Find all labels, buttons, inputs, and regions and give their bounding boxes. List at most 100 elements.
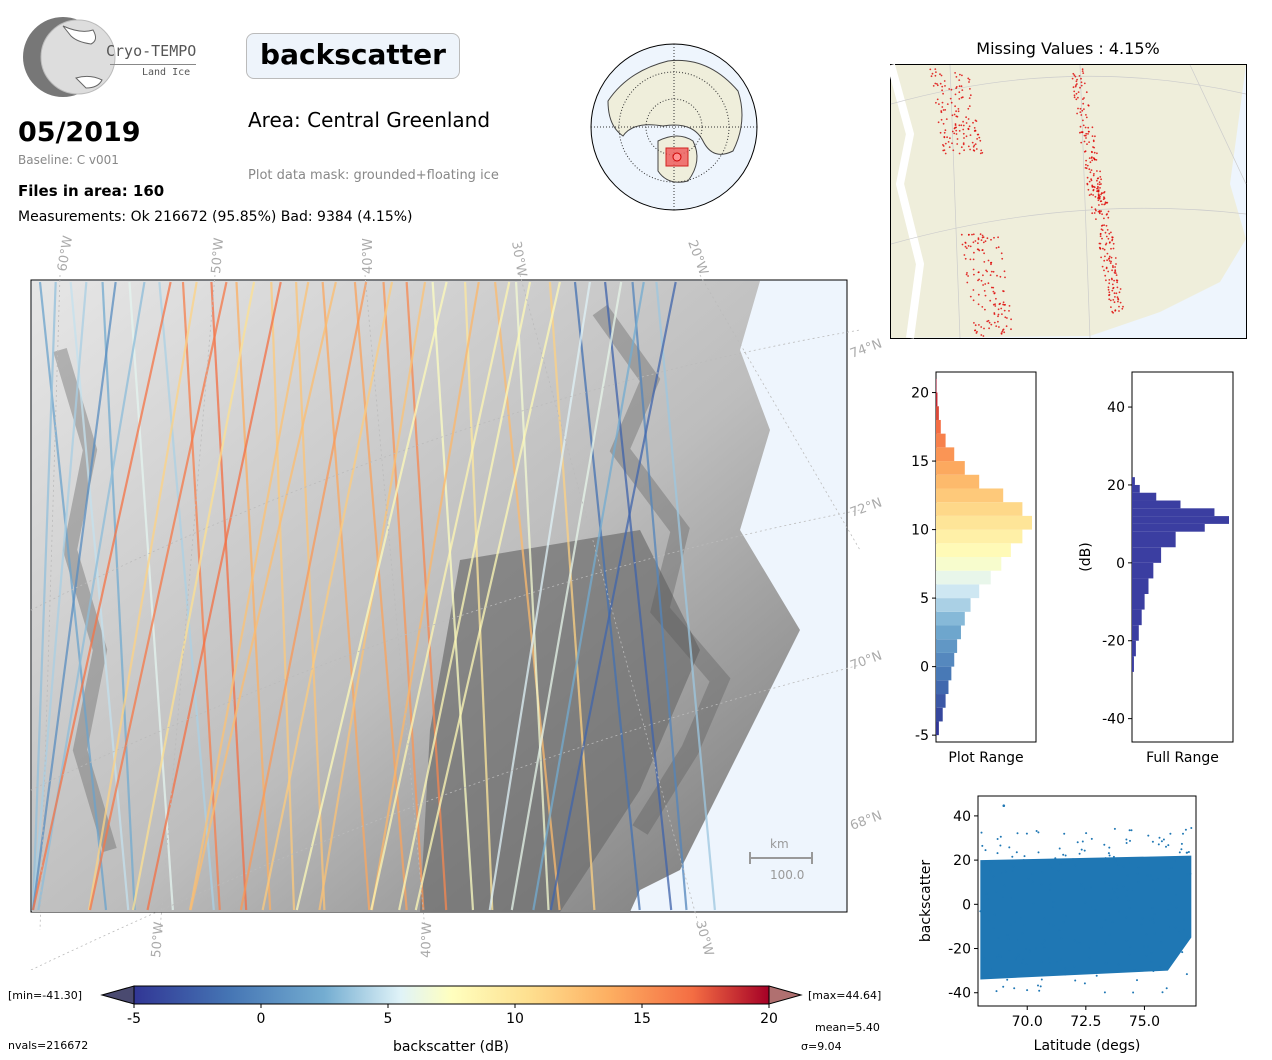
missing-point bbox=[995, 325, 998, 327]
y-tick-label: 0 bbox=[962, 897, 971, 913]
satellite-track bbox=[295, 281, 326, 911]
missing-point bbox=[1093, 146, 1095, 149]
scatter-point bbox=[1146, 874, 1149, 877]
histogram-bar bbox=[936, 474, 980, 489]
histogram-bar bbox=[1132, 609, 1142, 626]
missing-point bbox=[972, 289, 975, 291]
satellite-track bbox=[210, 281, 248, 911]
missing-point bbox=[958, 79, 961, 81]
missing-point bbox=[957, 110, 960, 113]
scatter-point bbox=[1167, 909, 1169, 912]
scatter-point bbox=[1048, 962, 1051, 965]
scatter-point bbox=[1037, 851, 1040, 854]
missing-point bbox=[956, 143, 959, 145]
missing-point bbox=[1086, 176, 1089, 179]
satellite-track bbox=[353, 281, 408, 911]
scatter-point bbox=[1047, 922, 1050, 925]
missing-point bbox=[969, 94, 972, 97]
satellite-track bbox=[188, 281, 310, 911]
scatter-point bbox=[1161, 991, 1164, 994]
missing-point bbox=[1111, 289, 1114, 292]
missing-point bbox=[1072, 72, 1075, 75]
colorbar: -5 0 5 10 15 20 [min=-41.30] [max=44.64] back… bbox=[8, 985, 881, 1055]
missing-point bbox=[955, 129, 958, 132]
missing-point bbox=[983, 252, 985, 255]
missing-point bbox=[1107, 237, 1110, 240]
scatter-point bbox=[1160, 935, 1163, 938]
scatter-point bbox=[1185, 973, 1188, 976]
missing-point bbox=[990, 323, 993, 326]
missing-point bbox=[1102, 247, 1104, 250]
scatter-point bbox=[1039, 985, 1042, 988]
missing-point bbox=[1103, 196, 1105, 199]
missing-point bbox=[1111, 283, 1114, 286]
missing-point bbox=[1085, 163, 1087, 166]
missing-point bbox=[980, 149, 983, 152]
missing-point bbox=[977, 279, 979, 282]
scatter-point bbox=[1088, 956, 1091, 959]
missing-point bbox=[1118, 310, 1120, 312]
missing-point bbox=[982, 236, 985, 239]
scatter-point bbox=[1041, 942, 1044, 945]
missing-point bbox=[1083, 97, 1085, 99]
missing-point bbox=[1002, 290, 1004, 292]
missing-point bbox=[989, 274, 992, 276]
missing-point bbox=[960, 146, 963, 149]
missing-point bbox=[1083, 108, 1085, 110]
scatter-point bbox=[980, 831, 983, 834]
scatter-point bbox=[1175, 906, 1178, 909]
missing-point bbox=[981, 151, 984, 154]
scatter-point bbox=[1060, 879, 1063, 882]
scatter-point bbox=[1058, 847, 1061, 850]
scatter-point bbox=[1169, 832, 1172, 835]
scatter-point bbox=[1040, 960, 1043, 963]
scatter-point bbox=[1089, 906, 1092, 909]
scatter-point bbox=[1081, 840, 1084, 843]
missing-point bbox=[1000, 252, 1003, 255]
missing-point bbox=[1091, 156, 1093, 158]
missing-point bbox=[1101, 237, 1103, 240]
missing-point bbox=[1113, 279, 1115, 282]
date-title: 05/2019 bbox=[18, 117, 141, 148]
missing-point bbox=[1108, 232, 1111, 235]
scatter-point bbox=[1160, 941, 1163, 944]
missing-point bbox=[1111, 236, 1113, 239]
y-tick-label: 10 bbox=[911, 523, 929, 539]
missing-point bbox=[1003, 309, 1006, 312]
missing-point bbox=[975, 332, 978, 334]
missing-point bbox=[939, 82, 942, 85]
missing-point bbox=[967, 234, 970, 236]
missing-point bbox=[978, 136, 981, 139]
missing-point bbox=[967, 118, 970, 120]
missing-point bbox=[1080, 114, 1083, 116]
missing-point bbox=[939, 73, 941, 76]
missing-point bbox=[980, 279, 983, 282]
missing-point bbox=[990, 286, 993, 289]
measurements-text: Measurements: Ok 216672 (95.85%) Bad: 93… bbox=[18, 209, 413, 225]
missing-point bbox=[1115, 292, 1118, 295]
histogram-bar bbox=[936, 666, 952, 681]
missing-point bbox=[993, 313, 996, 315]
missing-point bbox=[962, 143, 965, 146]
scatter-point bbox=[1151, 907, 1154, 909]
lon-label-bottom-2: 40°W bbox=[419, 922, 435, 959]
missing-point bbox=[965, 116, 967, 119]
missing-point bbox=[1108, 257, 1111, 260]
scatter-point bbox=[1116, 896, 1119, 899]
missing-point bbox=[1099, 176, 1102, 178]
scatter-point bbox=[1116, 888, 1119, 891]
missing-point bbox=[1099, 248, 1102, 250]
scatter-point bbox=[1125, 916, 1128, 919]
scatter-point bbox=[1043, 939, 1046, 942]
missing-point bbox=[980, 334, 983, 336]
histogram-bar bbox=[1132, 625, 1139, 641]
satellite-track bbox=[414, 281, 561, 911]
missing-point bbox=[944, 142, 947, 145]
scatter-point bbox=[1076, 941, 1079, 944]
missing-point bbox=[934, 68, 937, 70]
scatter-point bbox=[1021, 932, 1024, 935]
missing-point bbox=[1098, 204, 1100, 206]
missing-point bbox=[1074, 85, 1077, 88]
missing-point bbox=[1085, 114, 1087, 116]
y-tick-label: 20 bbox=[1107, 478, 1125, 494]
